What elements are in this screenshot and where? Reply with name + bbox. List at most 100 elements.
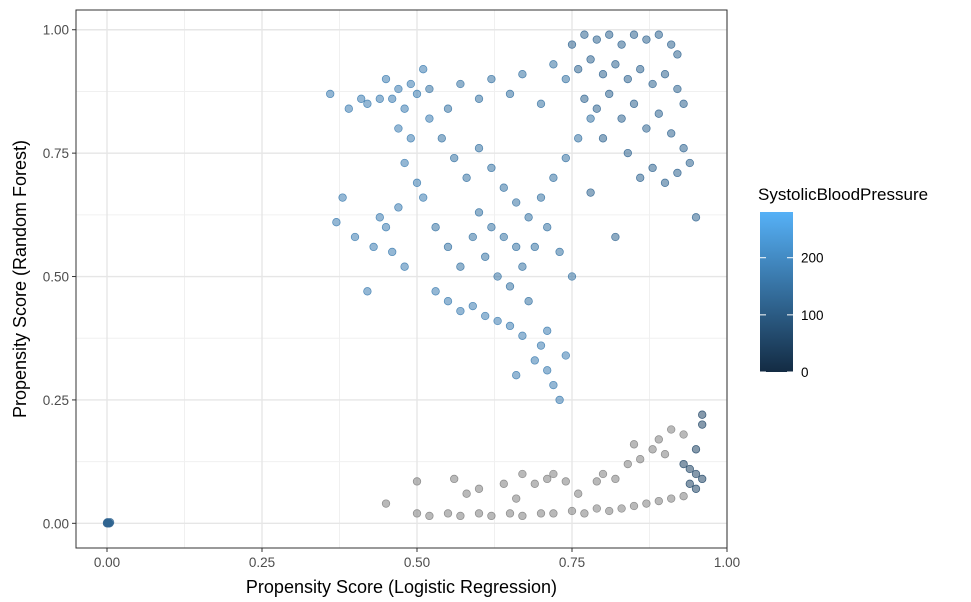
data-point xyxy=(425,114,434,123)
data-point xyxy=(567,506,577,516)
data-point xyxy=(673,84,682,94)
data-point xyxy=(586,114,595,123)
data-point xyxy=(456,306,465,316)
data-point xyxy=(698,474,707,484)
data-point xyxy=(648,79,657,89)
colorbar-tick-label: 0 xyxy=(801,365,809,380)
x-tick-label: 0.25 xyxy=(249,555,275,570)
data-point xyxy=(505,89,515,99)
data-point xyxy=(406,79,415,89)
data-point xyxy=(518,262,527,271)
data-point xyxy=(629,501,639,511)
data-point xyxy=(363,99,372,108)
data-point xyxy=(636,455,645,464)
y-axis-title: Propensity Score (Random Forest) xyxy=(10,140,30,418)
data-point xyxy=(691,213,701,222)
data-point xyxy=(561,477,570,486)
data-point xyxy=(412,509,422,518)
data-point xyxy=(425,84,434,94)
data-point xyxy=(679,99,688,108)
data-point xyxy=(679,459,688,469)
data-point xyxy=(667,425,676,434)
data-point xyxy=(450,153,459,163)
data-point xyxy=(104,519,113,528)
data-point xyxy=(580,509,589,518)
data-point xyxy=(512,494,521,503)
data-point xyxy=(394,124,403,133)
data-point xyxy=(412,178,422,187)
data-point xyxy=(673,50,682,59)
data-point xyxy=(443,242,453,252)
data-point xyxy=(400,262,409,271)
data-point xyxy=(530,479,539,488)
data-point xyxy=(456,511,465,521)
data-point xyxy=(598,70,608,79)
data-point xyxy=(468,301,477,311)
data-point xyxy=(660,450,670,459)
data-point xyxy=(592,477,601,486)
data-point xyxy=(642,499,651,508)
data-point xyxy=(487,511,496,521)
data-point xyxy=(474,509,484,518)
data-point xyxy=(685,158,694,168)
y-axis-ticks: 0.00 0.25 0.50 0.75 1.00 xyxy=(43,23,76,531)
data-point xyxy=(549,469,558,479)
x-axis-title: Propensity Score (Logistic Regression) xyxy=(246,577,557,597)
data-point xyxy=(636,173,645,182)
colorbar xyxy=(760,212,793,372)
data-point xyxy=(400,104,409,113)
data-point xyxy=(623,74,632,84)
data-point xyxy=(574,65,583,74)
data-point xyxy=(518,469,527,479)
x-tick-label: 1.00 xyxy=(714,555,740,570)
data-point xyxy=(394,84,403,94)
data-point xyxy=(592,35,601,44)
data-point xyxy=(561,74,570,84)
data-point xyxy=(667,40,676,49)
data-point xyxy=(487,163,496,173)
data-point xyxy=(394,203,403,212)
data-point xyxy=(381,499,391,508)
data-point xyxy=(586,188,595,197)
data-point xyxy=(654,496,663,506)
data-point xyxy=(611,474,620,484)
data-point xyxy=(536,193,546,202)
data-point xyxy=(369,242,378,252)
data-point xyxy=(499,479,508,488)
data-point xyxy=(381,74,391,84)
data-point xyxy=(406,134,415,143)
data-point xyxy=(567,40,577,49)
data-point xyxy=(679,144,688,153)
data-point xyxy=(555,247,564,257)
data-point xyxy=(505,282,515,291)
data-points xyxy=(102,30,707,528)
data-point xyxy=(350,232,360,242)
data-point xyxy=(474,484,484,493)
data-point xyxy=(679,430,688,439)
x-axis-ticks: 0.00 0.25 0.50 0.75 1.00 xyxy=(94,548,740,570)
data-point xyxy=(691,484,701,493)
data-point xyxy=(524,213,533,222)
data-point xyxy=(586,55,595,64)
data-point xyxy=(617,504,626,513)
legend: SystolicBloodPressure 0 100 200 xyxy=(758,185,928,380)
data-point xyxy=(388,94,397,103)
data-point xyxy=(698,420,707,429)
data-point xyxy=(648,445,657,454)
y-tick-label: 0.50 xyxy=(43,270,69,285)
data-point xyxy=(623,459,632,469)
y-tick-label: 0.25 xyxy=(43,393,69,408)
data-point xyxy=(543,366,552,375)
data-point xyxy=(698,410,707,419)
data-point xyxy=(357,94,366,103)
y-tick-label: 0.00 xyxy=(43,516,69,531)
data-point xyxy=(555,395,564,405)
data-point xyxy=(629,99,639,108)
data-point xyxy=(660,178,670,187)
data-point xyxy=(344,104,353,113)
data-point xyxy=(549,173,558,182)
data-point xyxy=(561,351,570,360)
data-point xyxy=(617,114,626,123)
data-point xyxy=(487,223,496,232)
